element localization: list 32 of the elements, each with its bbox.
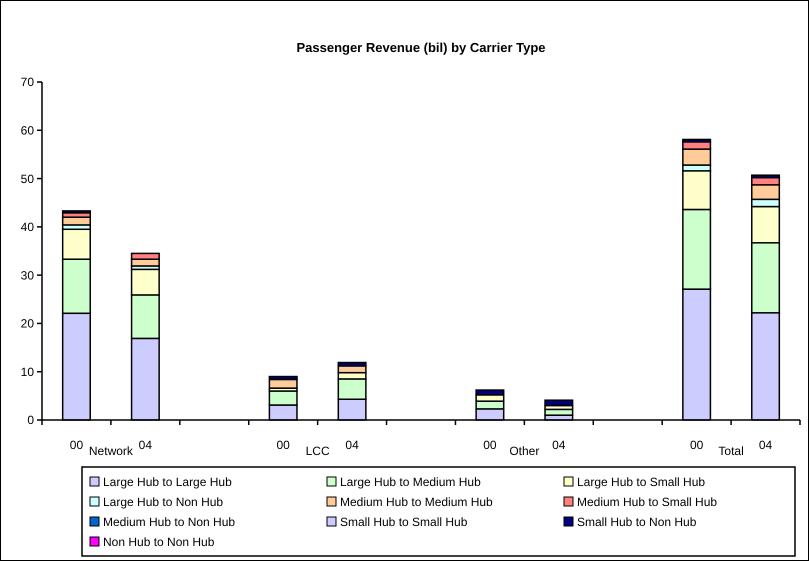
- y-tick-label: 40: [20, 220, 34, 234]
- text: Network: [88, 444, 134, 458]
- legend-label: Small Hub to Small Hub: [340, 515, 468, 530]
- x-tick-label: 04: [138, 438, 152, 452]
- text: Other: [509, 444, 540, 458]
- x-tick-label: 04: [758, 438, 773, 452]
- y-tick-label: 30: [20, 268, 34, 282]
- legend-label: Large Hub to Medium Hub: [340, 475, 482, 490]
- bar: [544, 399, 574, 406]
- legend-label: Medium Hub to Non Hub: [103, 515, 236, 530]
- x-tick-label: 04: [552, 438, 566, 452]
- text: Total: [718, 444, 744, 458]
- y-tick-label: 10: [20, 364, 34, 379]
- x-tick-label: 00: [690, 438, 704, 452]
- text: LCC: [306, 444, 330, 458]
- legend-label: Large Hub to Non Hub: [103, 495, 224, 510]
- chart-title: Passenger Revenue (bil) by Carrier Type: [296, 40, 546, 55]
- x-tick-label: 04: [345, 438, 360, 452]
- legend-label: Non Hub to Non Hub: [103, 535, 215, 550]
- x-tick-label: 00: [70, 438, 84, 452]
- y-tick-label: 60: [20, 123, 34, 138]
- legend-label: Medium Hub to Small Hub: [577, 495, 718, 510]
- legend-label: Small Hub to Non Hub: [577, 515, 697, 530]
- y-tick-label: 50: [20, 172, 34, 186]
- y-tick-label: 0: [27, 413, 34, 428]
- y-tick-label: 20: [20, 316, 34, 331]
- x-tick-label: 00: [276, 438, 290, 452]
- legend-label: Large Hub to Large Hub: [103, 475, 232, 490]
- y-tick-label: 70: [20, 75, 34, 90]
- legend-label: Medium Hub to Medium Hub: [340, 495, 494, 510]
- legend-label: Large Hub to Small Hub: [577, 475, 706, 490]
- x-tick-label: 00: [483, 438, 497, 452]
